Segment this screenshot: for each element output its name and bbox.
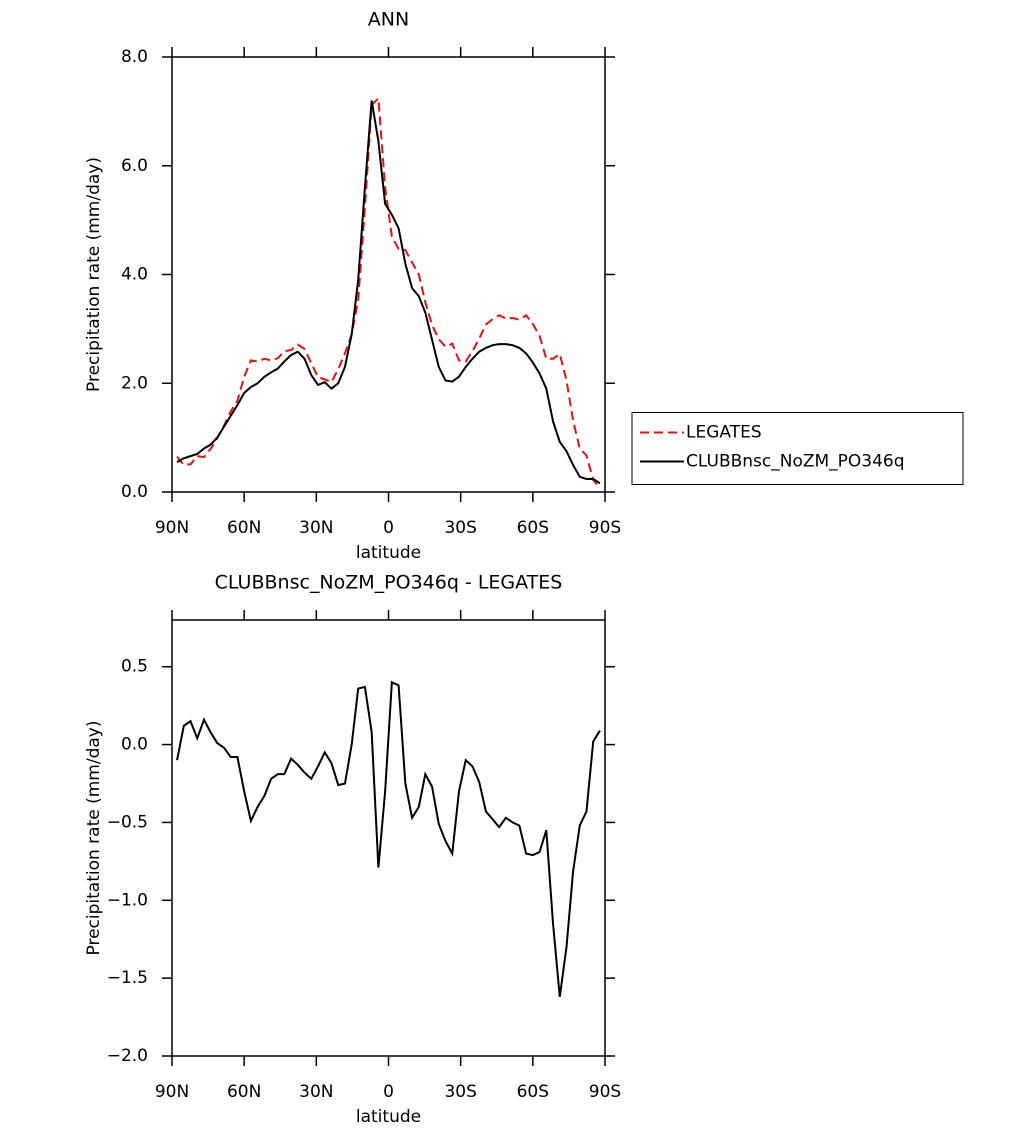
x-tick-label: 60N bbox=[227, 518, 261, 538]
legend-box bbox=[631, 412, 964, 485]
x-tick-label: 0 bbox=[383, 1082, 394, 1102]
x-axis-label: latitude bbox=[356, 1107, 421, 1127]
x-tick-label: 30N bbox=[299, 1082, 333, 1102]
x-tick-label: 0 bbox=[383, 518, 394, 538]
x-tick-label: 60S bbox=[517, 518, 549, 538]
data-line bbox=[176, 100, 601, 485]
y-tick-label: 4.0 bbox=[121, 265, 148, 285]
legend-label: CLUBBnsc_NoZM_PO346q bbox=[686, 452, 905, 472]
y-tick-label: 0.0 bbox=[121, 482, 148, 502]
y-tick-label: −2.0 bbox=[107, 1046, 148, 1066]
chart-title: CLUBBnsc_NoZM_PO346q - LEGATES bbox=[215, 572, 563, 594]
legend: LEGATES CLUBBnsc_NoZM_PO346q bbox=[631, 412, 964, 485]
y-tick-label: −1.5 bbox=[107, 968, 148, 988]
x-tick-label: 60N bbox=[227, 1082, 261, 1102]
x-tick-label: 90S bbox=[589, 1082, 621, 1102]
y-tick-label: 2.0 bbox=[121, 373, 148, 393]
x-tick-label: 30S bbox=[444, 1082, 476, 1102]
x-axis-label: latitude bbox=[356, 543, 421, 563]
x-tick-label: 30N bbox=[299, 518, 333, 538]
y-axis-label: Precipitation rate (mm/day) bbox=[84, 721, 104, 956]
x-tick-label: 30S bbox=[444, 518, 476, 538]
legend-label: LEGATES bbox=[686, 423, 762, 443]
y-tick-label: −0.5 bbox=[107, 812, 148, 832]
x-tick-label: 90N bbox=[155, 1082, 189, 1102]
y-tick-label: 8.0 bbox=[121, 47, 148, 67]
y-tick-label: 0.5 bbox=[121, 657, 148, 677]
x-tick-label: 60S bbox=[517, 1082, 549, 1102]
y-axis-label: Precipitation rate (mm/day) bbox=[84, 157, 104, 392]
y-tick-label: 0.0 bbox=[121, 735, 148, 755]
y-tick-label: 6.0 bbox=[121, 156, 148, 176]
data-line bbox=[176, 96, 601, 489]
data-line bbox=[176, 680, 601, 997]
y-tick-label: −1.0 bbox=[107, 890, 148, 910]
chart-title: ANN bbox=[368, 9, 409, 31]
plot-frame bbox=[171, 56, 606, 493]
x-tick-label: 90N bbox=[155, 518, 189, 538]
x-tick-label: 90S bbox=[589, 518, 621, 538]
plot-frame bbox=[171, 619, 606, 1057]
